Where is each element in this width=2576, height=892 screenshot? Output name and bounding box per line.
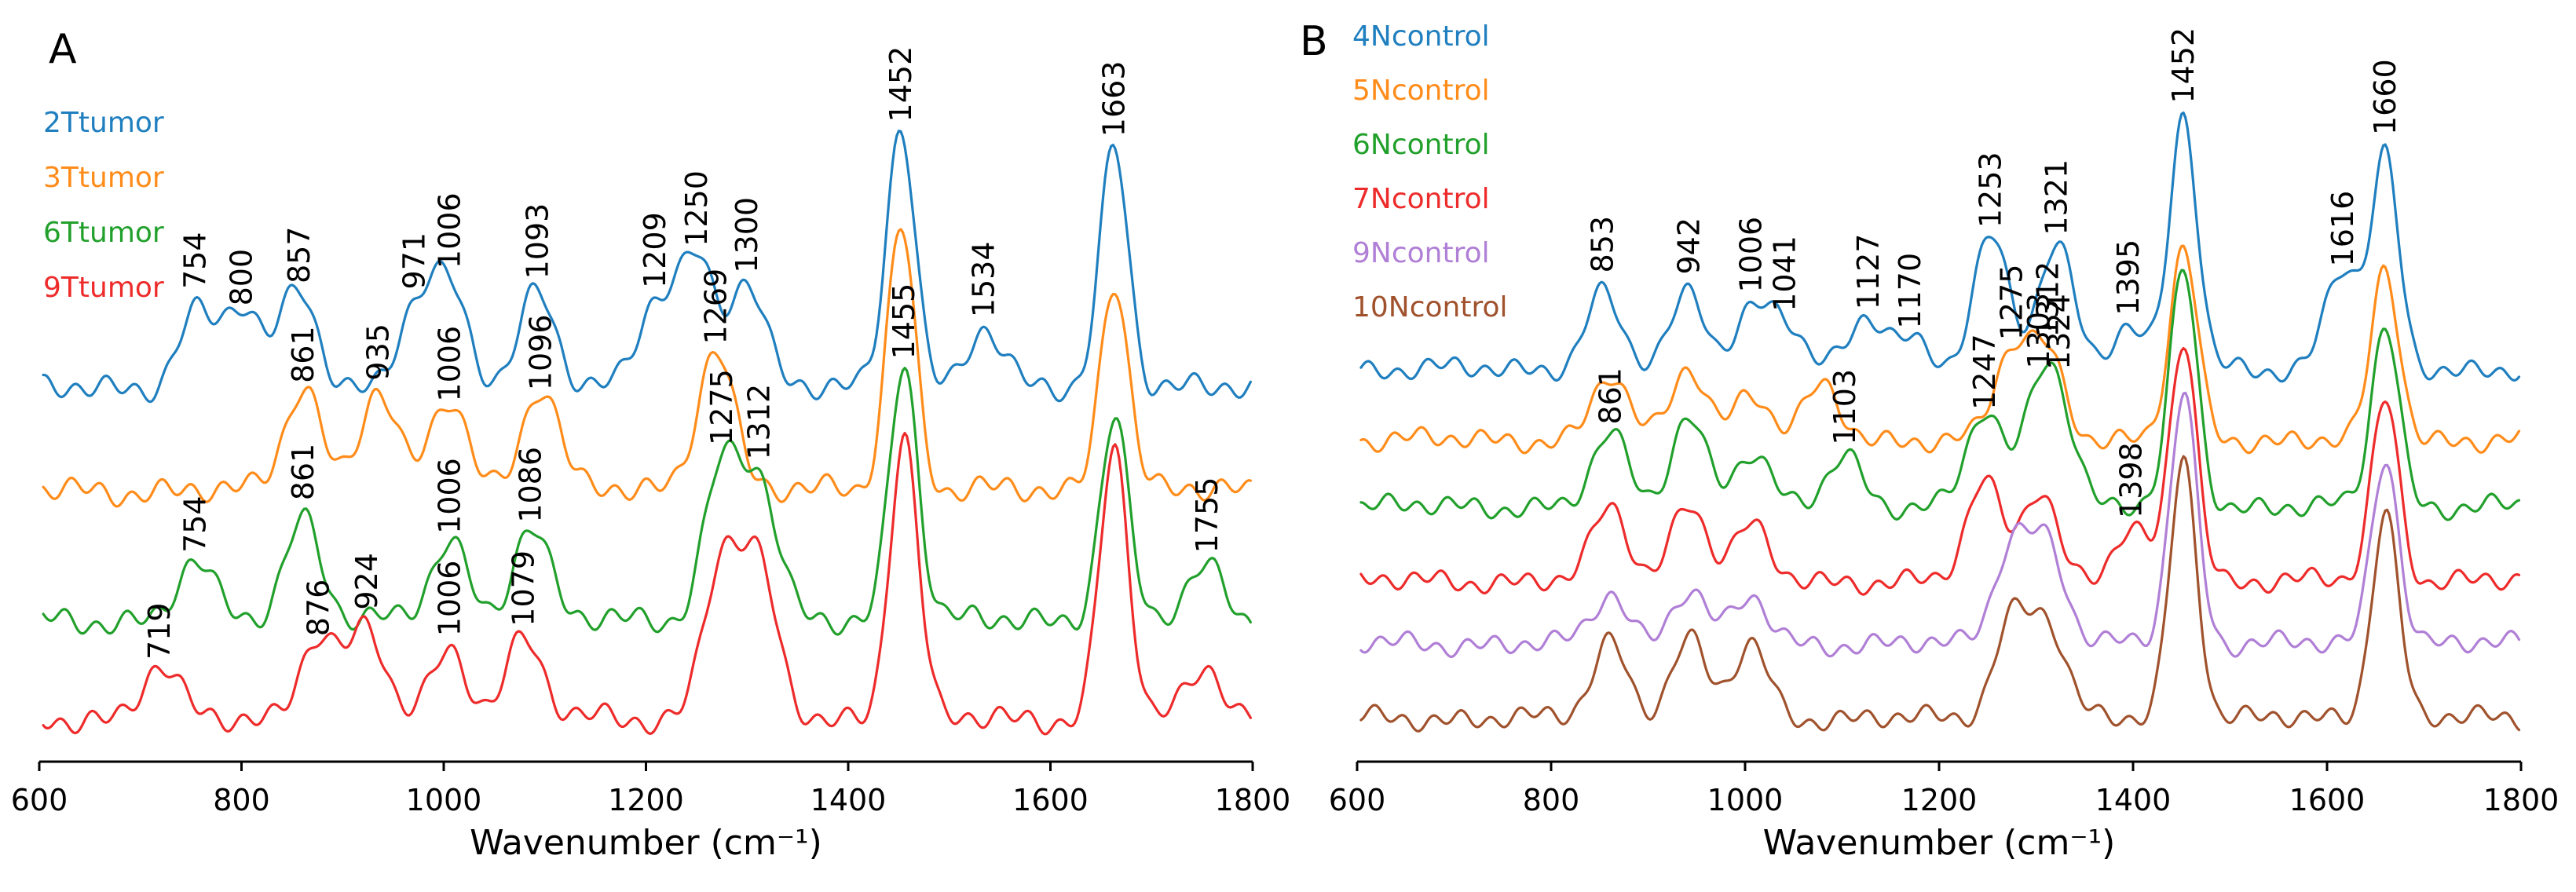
- legend-entry: 9Ttumor: [43, 272, 164, 304]
- peak-label: 1321: [2039, 159, 2073, 236]
- x-axis-title: Wavenumber (cm⁻¹): [1763, 823, 2116, 863]
- peak-label: 924: [349, 553, 384, 610]
- peak-label: 1006: [1733, 217, 1768, 293]
- peak-label: 1398: [2113, 442, 2148, 518]
- peak-label: 1269: [698, 269, 733, 345]
- series-line-2Ttumor: [42, 130, 1252, 404]
- x-tick-label: 1600: [2289, 783, 2366, 817]
- peak-label: 1093: [521, 203, 555, 280]
- peak-label: 1127: [1851, 234, 1886, 310]
- peak-label: 1660: [2368, 59, 2402, 135]
- x-tick-label: 1400: [810, 783, 887, 817]
- peak-label: 719: [142, 602, 177, 660]
- peak-label: 1755: [1190, 477, 1224, 554]
- peak-label: 971: [397, 232, 432, 290]
- peak-label: 1300: [730, 197, 764, 273]
- panel-letter: A: [49, 26, 77, 73]
- series-line-9Ttumor: [42, 432, 1252, 736]
- legend-entry: 10Ncontrol: [1352, 291, 1508, 324]
- panel-B: B 600 800 1000 1200 1400 1600 1800 Wavenumber (c…: [1300, 18, 2559, 863]
- peak-label: 861: [1593, 367, 1627, 425]
- peak-label: 942: [1671, 218, 1706, 275]
- peak-label: 1103: [1828, 369, 1862, 445]
- peak-label: 1253: [1974, 152, 2008, 228]
- peak-label: 1395: [2111, 239, 2146, 316]
- x-tick-label: 1800: [2483, 783, 2560, 817]
- series-line-3Ttumor: [42, 228, 1252, 508]
- x-tick-label: 1000: [1707, 783, 1784, 817]
- peak-label: 800: [225, 249, 259, 306]
- x-tick-label: 600: [11, 783, 68, 817]
- series-line-9Ncontrol: [1359, 391, 2521, 658]
- peak-label: 1250: [679, 170, 714, 247]
- peak-label: 1041: [1768, 236, 1802, 312]
- legend-entry: 4Ncontrol: [1352, 20, 1490, 53]
- peak-label: 1616: [2325, 191, 2360, 267]
- x-tick-label: 1800: [1215, 783, 1291, 817]
- x-tick-label: 1200: [1901, 783, 1978, 817]
- peak-label: 1006: [433, 326, 467, 402]
- peak-label: 1006: [433, 561, 467, 637]
- legend-entry: 7Ncontrol: [1352, 183, 1490, 215]
- peak-label: 1079: [507, 550, 541, 627]
- x-tick-label: 1400: [2095, 783, 2172, 817]
- x-tick-label: 800: [213, 783, 270, 817]
- peak-label: 1663: [1097, 60, 1132, 137]
- panel-letter: B: [1300, 18, 1328, 65]
- series-line-7Ncontrol: [1359, 347, 2521, 596]
- peak-label: 754: [177, 495, 212, 553]
- series-line-10Ncontrol: [1359, 455, 2521, 733]
- peak-label: 1452: [2166, 27, 2201, 104]
- peak-label: 1247: [1967, 334, 2002, 410]
- series-line-5Ncontrol: [1359, 244, 2521, 455]
- peak-label: 1312: [2030, 261, 2065, 338]
- peak-label: 876: [301, 579, 335, 637]
- x-tick-label: 1600: [1012, 783, 1089, 817]
- peak-label: 1170: [1893, 253, 1927, 329]
- peak-label: 1096: [524, 314, 558, 390]
- peak-label: 1086: [514, 447, 548, 523]
- peak-label: 1303: [2022, 293, 2056, 369]
- x-tick-label: 800: [1523, 783, 1580, 817]
- peak-label: 754: [177, 232, 212, 289]
- series-line-6Ncontrol: [1359, 269, 2521, 521]
- x-tick-label: 1000: [406, 783, 482, 817]
- peak-label: 935: [360, 324, 395, 381]
- series-line-4Ncontrol: [1359, 112, 2521, 383]
- legend-entry: 2Ttumor: [43, 107, 164, 139]
- panel-A: A 600 800 1000 1200 1400 1600 1800 Wavenumber (c…: [11, 26, 1291, 863]
- peak-label: 1275: [704, 369, 739, 445]
- x-tick-label: 600: [1329, 783, 1386, 817]
- x-axis-title: Wavenumber (cm⁻¹): [470, 823, 822, 863]
- peak-label: 1209: [638, 212, 672, 288]
- legend-entry: 5Ncontrol: [1352, 75, 1490, 107]
- peak-label: 1452: [884, 46, 918, 122]
- legend-entry: 6Ncontrol: [1352, 129, 1490, 161]
- peak-label: 857: [282, 226, 317, 283]
- peak-label: 1534: [966, 241, 1001, 317]
- legend-entry: 9Ncontrol: [1352, 237, 1490, 269]
- peak-label: 1324: [2042, 294, 2077, 370]
- peak-label: 1312: [742, 384, 777, 460]
- peak-label: 853: [1585, 216, 1619, 273]
- legend-entry: 6Ttumor: [43, 217, 164, 249]
- peak-label: 1006: [433, 192, 467, 269]
- legend-entry: 3Ttumor: [43, 162, 164, 194]
- peak-label: 1455: [887, 283, 921, 360]
- peak-label: 861: [286, 326, 320, 383]
- peak-label: 1275: [1995, 265, 2029, 341]
- series-line-6Ttumor: [42, 367, 1252, 636]
- peak-label: 861: [286, 444, 320, 501]
- x-tick-label: 1200: [608, 783, 684, 817]
- peak-label: 1006: [433, 458, 467, 534]
